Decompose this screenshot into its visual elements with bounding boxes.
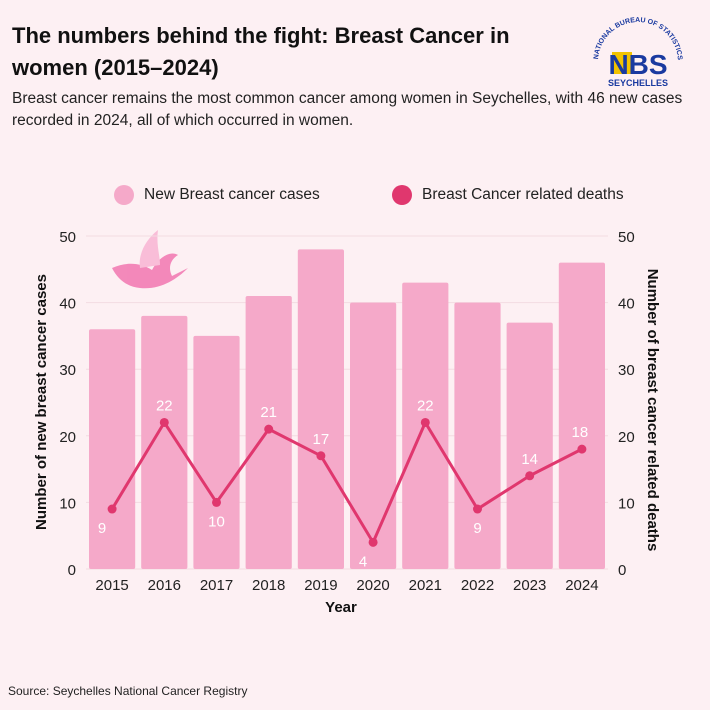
x-tick-label: 2016 bbox=[148, 577, 181, 594]
data-label: 21 bbox=[260, 404, 277, 421]
data-label: 4 bbox=[359, 553, 367, 570]
x-tick-label: 2017 bbox=[200, 577, 233, 594]
y2-axis-title: Number of breast cancer related deaths bbox=[644, 269, 661, 552]
data-label: 9 bbox=[98, 520, 106, 537]
legend-item-deaths: Breast Cancer related deaths bbox=[392, 185, 624, 205]
x-tick-label: 2018 bbox=[252, 577, 285, 594]
page-title: The numbers behind the fight: Breast Can… bbox=[12, 23, 510, 80]
svg-text:NBS: NBS bbox=[608, 49, 667, 80]
x-tick-label: 2024 bbox=[565, 577, 598, 594]
y-tick-label: 40 bbox=[59, 296, 76, 313]
deaths-point-2022 bbox=[473, 504, 482, 514]
x-tick-label: 2019 bbox=[304, 577, 337, 594]
deaths-point-2021 bbox=[420, 417, 430, 427]
bar-2016 bbox=[141, 315, 188, 569]
x-axis-title: Year bbox=[325, 599, 357, 616]
nbs-logo: NATIONAL BUREAU OF STATISTICS NBS SEYCHE… bbox=[593, 17, 683, 88]
bar-2015 bbox=[89, 329, 136, 569]
deaths-point-2020 bbox=[368, 537, 378, 547]
source-note: Source: Seychelles National Cancer Regis… bbox=[8, 684, 248, 698]
deaths-point-2015 bbox=[107, 504, 117, 514]
deaths-point-2023 bbox=[525, 471, 535, 481]
data-label: 22 bbox=[417, 397, 434, 414]
bar-2019 bbox=[297, 249, 344, 569]
y2-tick-label: 30 bbox=[618, 362, 635, 379]
y2-tick-label: 50 bbox=[618, 229, 635, 246]
legend-item-cases: New Breast cancer cases bbox=[114, 185, 320, 205]
y-tick-label: 0 bbox=[68, 562, 76, 579]
svg-text:SEYCHELLES: SEYCHELLES bbox=[608, 78, 668, 88]
bar-2020 bbox=[350, 302, 397, 569]
data-label: 10 bbox=[208, 513, 225, 530]
data-label: 14 bbox=[521, 451, 538, 468]
x-tick-label: 2023 bbox=[513, 577, 546, 594]
y-axis-title: Number of new breast cancer cases bbox=[33, 274, 50, 530]
x-tick-label: 2020 bbox=[356, 577, 389, 594]
x-tick-label: 2022 bbox=[461, 577, 494, 594]
deaths-point-2018 bbox=[264, 424, 274, 434]
y2-tick-label: 40 bbox=[618, 296, 635, 313]
legend-label-deaths: Breast Cancer related deaths bbox=[422, 186, 624, 203]
data-label: 22 bbox=[156, 397, 173, 414]
deaths-point-2024 bbox=[577, 444, 587, 454]
deaths-point-2017 bbox=[212, 497, 221, 507]
dove-icon bbox=[112, 230, 188, 289]
y2-tick-label: 20 bbox=[618, 429, 635, 446]
deaths-point-2016 bbox=[159, 417, 169, 427]
bar-2024 bbox=[558, 262, 605, 569]
legend-swatch-cases bbox=[114, 185, 134, 205]
chart-legend: New Breast cancer cases Breast Cancer re… bbox=[0, 185, 710, 209]
y-tick-label: 20 bbox=[59, 429, 76, 446]
deaths-point-2019 bbox=[316, 451, 326, 461]
legend-label-cases: New Breast cancer cases bbox=[144, 186, 320, 203]
x-tick-label: 2021 bbox=[409, 577, 442, 594]
x-tick-label: 2015 bbox=[95, 577, 128, 594]
y2-tick-label: 0 bbox=[618, 562, 626, 579]
y-tick-label: 50 bbox=[59, 229, 76, 246]
bar-2023 bbox=[506, 322, 553, 569]
page-subtitle: Breast cancer remains the most common ca… bbox=[12, 90, 683, 129]
data-label: 18 bbox=[572, 424, 589, 441]
y-tick-label: 30 bbox=[59, 362, 76, 379]
deaths-line bbox=[110, 420, 583, 544]
legend-swatch-deaths bbox=[392, 185, 412, 205]
bar-2017 bbox=[193, 335, 240, 569]
y2-tick-label: 10 bbox=[618, 495, 635, 512]
data-label: 17 bbox=[313, 431, 330, 448]
y-tick-label: 10 bbox=[59, 495, 76, 512]
data-label: 9 bbox=[473, 520, 481, 537]
